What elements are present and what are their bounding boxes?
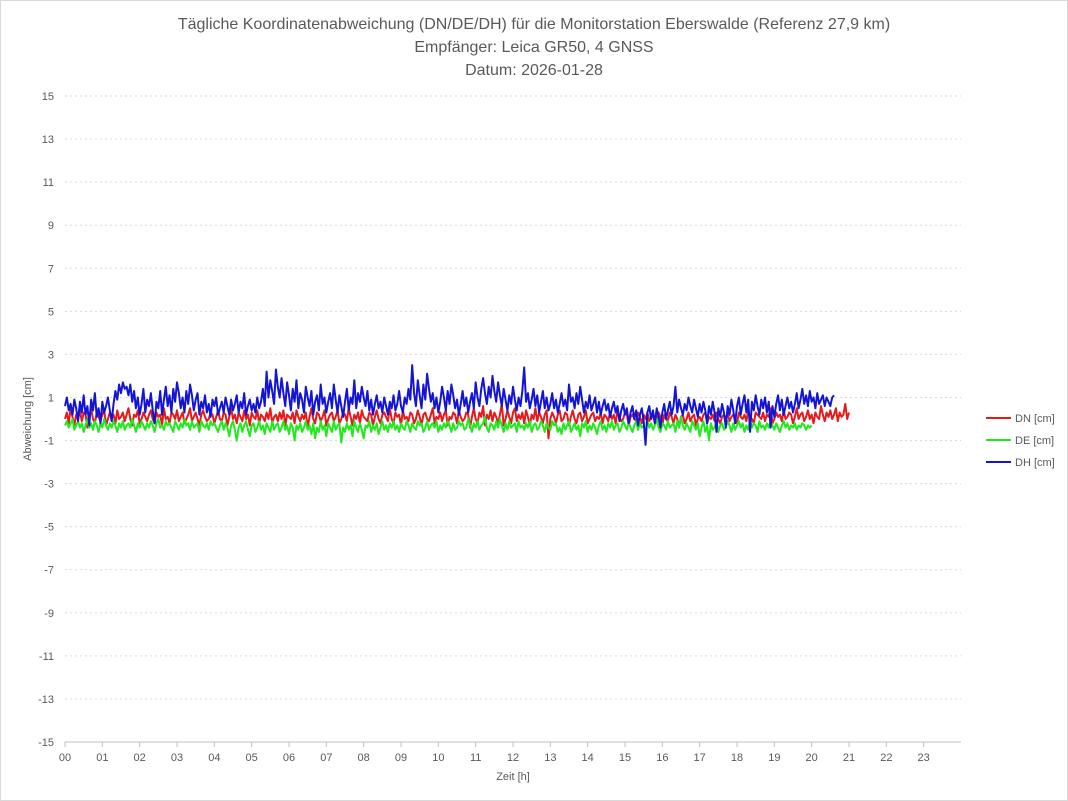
x-tick-label: 07 bbox=[320, 752, 332, 764]
x-tick-label: 03 bbox=[171, 752, 183, 764]
y-tick-label: 1 bbox=[48, 392, 54, 404]
x-tick-label: 16 bbox=[656, 752, 668, 764]
y-tick-label: 5 bbox=[48, 306, 54, 318]
y-tick-label: 15 bbox=[42, 91, 54, 103]
y-tick-label: 11 bbox=[43, 177, 54, 189]
x-tick-label: 17 bbox=[694, 752, 706, 764]
legend-label-de: DE [cm] bbox=[1015, 435, 1054, 447]
y-tick-label: -1 bbox=[44, 436, 54, 448]
x-tick-label: 02 bbox=[134, 752, 146, 764]
series-line-de bbox=[64, 415, 813, 444]
y-tick-label: 3 bbox=[48, 349, 54, 361]
chart-subtitle-receiver: Empfänger: Leica GR50, 4 GNSS bbox=[414, 39, 653, 56]
y-axis-label: Abweichung [cm] bbox=[22, 377, 34, 461]
x-tick-label: 09 bbox=[395, 752, 407, 764]
x-tick-label: 11 bbox=[470, 752, 481, 764]
legend-label-dh: DH [cm] bbox=[1015, 457, 1055, 469]
y-tick-label: -3 bbox=[44, 479, 54, 491]
x-tick-label: 04 bbox=[208, 752, 220, 764]
x-tick-label: 20 bbox=[806, 752, 818, 764]
y-tick-label: 7 bbox=[48, 263, 54, 275]
x-tick-label: 18 bbox=[731, 752, 743, 764]
x-tick-label: 06 bbox=[283, 752, 295, 764]
y-axis-ticks: 15 13 11 9 7 5 3 1 -1 -3 -5 -7 -9 -11 -13 -15 bbox=[38, 91, 54, 749]
chart-title: Tägliche Koordinatenabweichung (DN/DE/DH… bbox=[178, 16, 890, 33]
legend: DN [cm] DE [cm] DH [cm] bbox=[986, 413, 1055, 469]
y-tick-label: -7 bbox=[44, 565, 54, 577]
x-tick-label: 19 bbox=[768, 752, 780, 764]
x-axis-ticks: 00 01 02 03 04 05 06 07 08 09 10 11 12 13 14 15 16 17 18 19… bbox=[59, 742, 930, 764]
x-tick-label: 21 bbox=[843, 752, 855, 764]
y-tick-label: -9 bbox=[44, 608, 54, 620]
chart-subtitle-date: Datum: 2026-01-28 bbox=[465, 62, 603, 79]
x-tick-label: 08 bbox=[358, 752, 370, 764]
x-tick-label: 00 bbox=[59, 752, 71, 764]
series-line-dh bbox=[64, 364, 835, 446]
x-tick-label: 14 bbox=[582, 752, 594, 764]
x-tick-label: 12 bbox=[507, 752, 519, 764]
x-tick-label: 05 bbox=[246, 752, 258, 764]
x-tick-label: 22 bbox=[880, 752, 892, 764]
y-tick-label: -15 bbox=[38, 737, 54, 749]
legend-label-dn: DN [cm] bbox=[1015, 413, 1055, 425]
x-tick-label: 13 bbox=[544, 752, 556, 764]
x-tick-label: 15 bbox=[619, 752, 631, 764]
x-tick-label: 10 bbox=[432, 752, 444, 764]
x-tick-label: 23 bbox=[918, 752, 930, 764]
x-axis-label: Zeit [h] bbox=[496, 771, 530, 783]
y-tick-label: -5 bbox=[44, 522, 54, 534]
y-tick-label: -13 bbox=[38, 694, 54, 706]
y-tick-label: -11 bbox=[39, 651, 54, 663]
y-tick-label: 9 bbox=[48, 220, 54, 232]
y-tick-label: 13 bbox=[42, 134, 54, 146]
series-line-dn bbox=[64, 402, 850, 440]
series-layer bbox=[64, 364, 850, 446]
x-tick-label: 01 bbox=[96, 752, 108, 764]
